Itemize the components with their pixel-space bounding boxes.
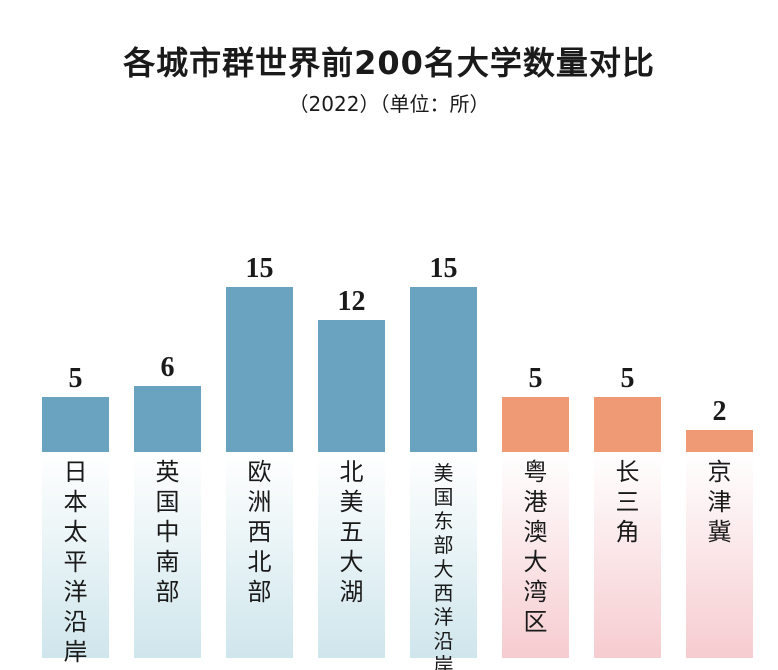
data-label: 12 [338, 286, 366, 317]
data-label: 5 [69, 363, 83, 394]
chart-title: 各城市群世界前200名大学数量对比 [123, 44, 655, 82]
bar [318, 320, 385, 452]
category-label: 日本太平洋沿岸 [64, 458, 88, 666]
bar [594, 397, 661, 452]
data-label: 2 [713, 396, 727, 427]
label-panel [226, 452, 293, 658]
category-label: 美国东部大西洋沿岸 [434, 461, 454, 670]
label-panel [594, 452, 661, 658]
data-label: 6 [161, 352, 175, 383]
category-label: 长三角 [616, 458, 640, 546]
label-panel [318, 452, 385, 658]
data-label: 15 [246, 253, 274, 284]
category-label: 京津冀 [708, 458, 732, 546]
chart-subtitle: （2022）（单位：所） [288, 92, 490, 116]
label-panel [42, 452, 109, 658]
category-label: 欧洲西北部 [248, 458, 272, 606]
category-label: 粤港澳大湾区 [524, 458, 548, 636]
label-panel [502, 452, 569, 658]
label-panel [134, 452, 201, 658]
bar [410, 287, 477, 452]
category-label: 英国中南部 [156, 458, 180, 606]
bar [502, 397, 569, 452]
data-label: 5 [621, 363, 635, 394]
bar [134, 386, 201, 452]
data-label: 5 [529, 363, 543, 394]
bar [686, 430, 753, 452]
bar [42, 397, 109, 452]
label-panel [686, 452, 753, 658]
category-label: 北美五大湖 [340, 458, 364, 606]
data-label: 15 [430, 253, 458, 284]
bar [226, 287, 293, 452]
label-panel [410, 452, 477, 658]
